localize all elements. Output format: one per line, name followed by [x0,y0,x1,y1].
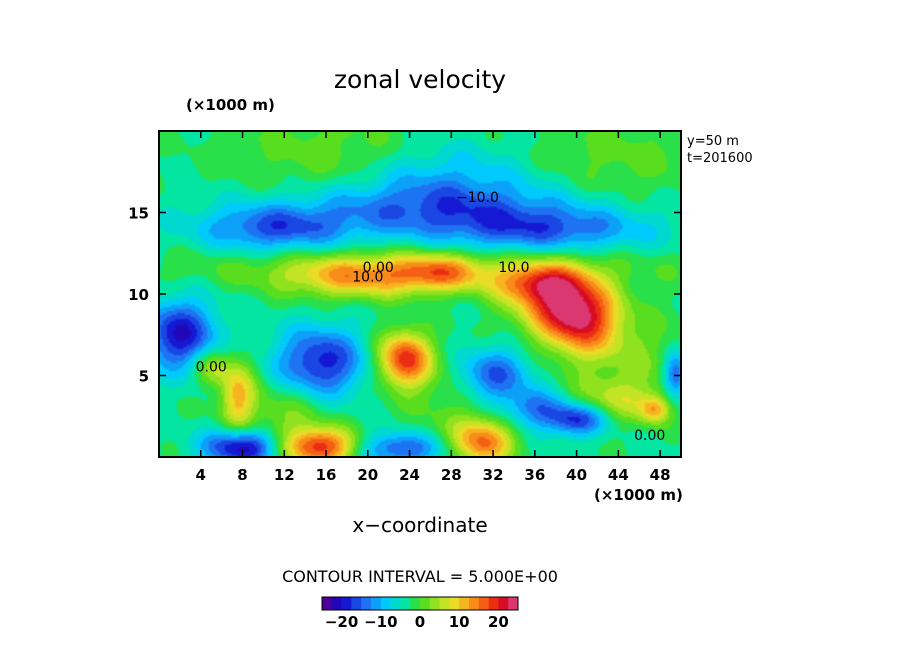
colorbar-cell [322,597,333,610]
colorbar-frame [321,596,519,611]
colorbar-cell [488,597,499,610]
colorbar-cell [439,597,450,610]
x-tick-label: 4 [196,466,206,484]
x-tick-label: 16 [316,466,337,484]
heatmap-field [159,131,681,457]
colorbar-cell [371,597,382,610]
x-tick-label: 12 [274,466,295,484]
contour-label: 10.0 [498,260,529,276]
colorbar-cell [498,597,509,610]
y-unit-label: (×1000 m) [186,96,275,114]
colorbar-cell [459,597,470,610]
contour-label: 0.00 [363,260,394,276]
x-tick-label: 24 [399,466,420,484]
side-label-y: y=50 m [687,134,739,149]
x-tick-label: 48 [650,466,671,484]
colorbar-tick-label: 20 [488,613,509,631]
colorbar-tick-label: −20 [325,613,358,631]
colorbar-cell [508,597,519,610]
x-tick-label: 20 [357,466,378,484]
y-tick-label: 15 [128,205,149,223]
colorbar-cell [420,597,431,610]
y-tick-label: 10 [128,286,149,304]
x-tick-label: 44 [608,466,629,484]
side-label-t: t=201600 [687,151,753,166]
x-axis-label: x−coordinate [352,513,487,537]
colorbar-cell [380,597,391,610]
y-tick-label: 5 [139,368,149,386]
colorbar-tick-label: 10 [449,613,470,631]
x-tick-label: 28 [441,466,462,484]
contour-label: 0.00 [634,428,665,444]
colorbar-tick-label: 0 [415,613,425,631]
contour-label: −10.0 [456,190,499,206]
colorbar-cell [410,597,421,610]
colorbar-cell [449,597,460,610]
colorbar-cell [469,597,480,610]
contour-label: 0.00 [196,359,227,375]
colorbar-cell [331,597,342,610]
colorbar-tick-label: −10 [364,613,397,631]
x-tick-label: 32 [483,466,504,484]
chart-title: zonal velocity [334,65,506,94]
x-tick-label: 36 [524,466,545,484]
x-unit-label: (×1000 m) [594,486,683,504]
colorbar-cell [341,597,352,610]
contour-label: 10.0 [352,270,383,286]
colorbar-cell [351,597,362,610]
colorbar-cell [361,597,372,610]
colorbar-cell [400,597,411,610]
colorbar: −20 −10 0 10 20 [321,596,519,631]
colorbar-cell [478,597,489,610]
x-tick-label: 40 [566,466,587,484]
x-tick-label: 8 [237,466,247,484]
colorbar-cell [390,597,401,610]
contour-interval-label: CONTOUR INTERVAL = 5.000E+00 [282,567,558,586]
colorbar-cell [429,597,440,610]
